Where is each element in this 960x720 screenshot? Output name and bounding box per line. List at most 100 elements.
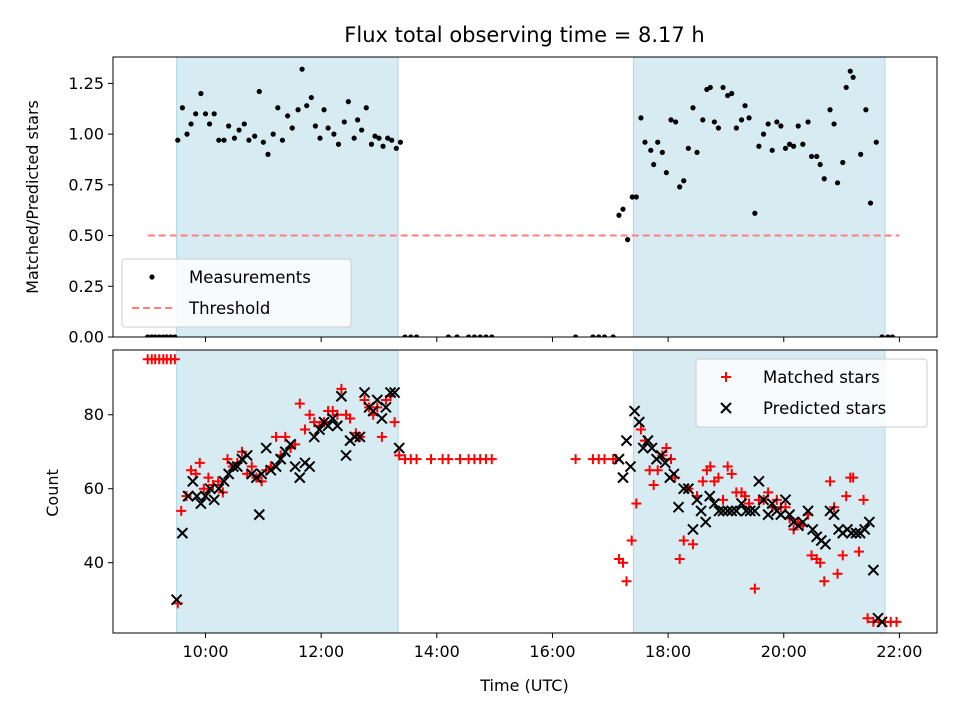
- predicted-stars-point: [327, 412, 339, 425]
- matched-stars-point: [815, 557, 826, 568]
- measurements-point: [198, 90, 204, 97]
- measurements-point: [179, 105, 185, 111]
- y-axis-label-top: Matched/Predicted stars: [23, 100, 42, 294]
- measurements-point: [413, 334, 420, 337]
- matched-stars-point: [336, 383, 347, 394]
- measurements-point: [725, 92, 731, 99]
- matched-stars-point: [806, 550, 817, 561]
- predicted-stars-point: [682, 483, 695, 495]
- measurements-point: [655, 139, 661, 145]
- predicted-stars-point: [762, 508, 774, 521]
- measurements-point: [831, 121, 837, 127]
- plot-area: [145, 66, 900, 337]
- measurements-point: [889, 334, 896, 337]
- measurements-point: [800, 141, 806, 147]
- predicted-stars-point: [699, 516, 712, 528]
- measurements-point: [720, 84, 726, 91]
- predicted-stars-point: [265, 464, 277, 476]
- y-tick-label: 1.25: [68, 74, 104, 93]
- measurements-point: [231, 135, 238, 141]
- measurements-point: [489, 334, 495, 337]
- matched-stars-point: [726, 468, 737, 479]
- measurements-point: [389, 137, 395, 143]
- measurements-point: [873, 139, 879, 145]
- predicted-stars-point: [783, 508, 796, 521]
- predicted-stars-point: [642, 434, 654, 447]
- measurements-point: [711, 119, 717, 125]
- predicted-stars-point: [284, 438, 297, 451]
- predicted-stars-point: [704, 490, 716, 502]
- measurements-point: [808, 153, 815, 160]
- matched-stars-point: [626, 535, 637, 546]
- measurements-point: [756, 143, 762, 149]
- measurements-point: [471, 334, 478, 337]
- predicted-stars-point: [717, 505, 729, 517]
- chart-title: Flux total observing time = 8.17 h: [344, 23, 704, 47]
- measurements-point: [847, 68, 853, 74]
- measurements-point: [156, 334, 162, 337]
- matched-stars-point: [256, 476, 267, 487]
- matched-stars-point: [819, 576, 830, 587]
- predicted-stars-point: [850, 527, 862, 539]
- measurements-point: [216, 137, 222, 143]
- measurements-point: [152, 334, 158, 337]
- predicted-stars-point: [726, 505, 738, 517]
- measurements-point: [742, 103, 748, 109]
- measurements-point: [335, 141, 342, 147]
- matched-stars-point: [443, 454, 454, 465]
- predicted-stars-point: [659, 457, 671, 469]
- measurements-point: [211, 111, 217, 117]
- legend-label: Threshold: [188, 299, 270, 318]
- measurements-point: [769, 147, 775, 153]
- matched-stars-point: [570, 454, 581, 465]
- measurements-point: [445, 334, 451, 337]
- measurements-point: [184, 131, 190, 137]
- measurements-point: [270, 131, 276, 137]
- predicted-stars-point: [335, 390, 348, 402]
- matched-stars-point: [862, 613, 873, 624]
- predicted-stars-point: [766, 497, 778, 510]
- matched-stars-point: [648, 480, 659, 491]
- measurements-point: [843, 84, 849, 91]
- measurements-point: [616, 212, 622, 218]
- measurements-point: [620, 206, 626, 212]
- y-tick-label: 60: [84, 479, 104, 498]
- matched-stars-point: [294, 398, 305, 409]
- measurements-point: [226, 123, 232, 129]
- predicted-stars-point: [672, 501, 685, 513]
- measurements-point: [193, 111, 199, 117]
- measurements-point: [246, 137, 252, 143]
- measurements-point: [368, 141, 375, 147]
- predicted-stars-point: [819, 538, 832, 550]
- matched-stars-point: [176, 505, 187, 516]
- matched-stars-point: [246, 461, 257, 472]
- measurements-point: [279, 137, 286, 143]
- predicted-stars-point: [187, 475, 199, 488]
- predicted-stars-point: [863, 516, 876, 528]
- measurements-point: [625, 237, 631, 243]
- predicted-stars-point: [354, 431, 366, 443]
- measurements-point: [648, 147, 654, 153]
- measurements-point: [202, 111, 209, 117]
- legend-marker: [149, 274, 155, 280]
- measurements-point: [341, 119, 347, 125]
- predicted-stars-point: [358, 386, 371, 399]
- predicted-stars-point: [668, 468, 680, 480]
- measurements-point: [299, 66, 305, 72]
- matched-stars-point: [222, 454, 233, 465]
- matched-stars-point: [652, 465, 663, 476]
- measurements-point: [879, 334, 885, 337]
- predicted-stars-point: [802, 505, 814, 517]
- measurements-point: [345, 99, 351, 105]
- matched-stars-point: [236, 446, 247, 457]
- x-tick-label: 22:00: [876, 642, 922, 661]
- measurements-point: [289, 125, 295, 131]
- measurements-point: [241, 121, 247, 127]
- matched-stars-point: [169, 354, 180, 365]
- legend-frame: [695, 358, 928, 428]
- predicted-stars-point: [845, 527, 858, 539]
- measurements-point: [690, 105, 696, 111]
- x-tick-label: 18:00: [645, 642, 691, 661]
- predicted-stars-point: [721, 505, 734, 517]
- measurements-point: [642, 139, 648, 145]
